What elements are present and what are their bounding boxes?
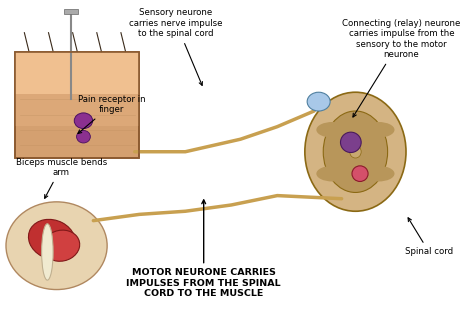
Ellipse shape (307, 92, 330, 111)
Ellipse shape (316, 122, 348, 138)
Ellipse shape (6, 202, 107, 289)
Ellipse shape (74, 113, 92, 129)
Text: Biceps muscle bends
arm: Biceps muscle bends arm (16, 158, 107, 198)
Ellipse shape (340, 132, 361, 153)
Text: Spinal cord: Spinal cord (405, 218, 453, 257)
FancyBboxPatch shape (15, 52, 139, 94)
Ellipse shape (362, 122, 394, 138)
Text: MOTOR NEURONE CARRIES
IMPULSES FROM THE SPINAL
CORD TO THE MUSCLE: MOTOR NEURONE CARRIES IMPULSES FROM THE … (127, 200, 281, 298)
FancyBboxPatch shape (15, 94, 139, 126)
Ellipse shape (323, 111, 388, 192)
Ellipse shape (43, 230, 80, 261)
Text: Connecting (relay) neurone
carries impulse from the
sensory to the motor
neurone: Connecting (relay) neurone carries impul… (342, 19, 461, 117)
Ellipse shape (362, 166, 394, 181)
Ellipse shape (28, 219, 75, 259)
Ellipse shape (77, 131, 91, 143)
Text: Sensory neurone
carries nerve impulse
to the spinal cord: Sensory neurone carries nerve impulse to… (129, 9, 223, 85)
Ellipse shape (316, 166, 348, 181)
Ellipse shape (352, 166, 368, 181)
Text: Pain receptor in
finger: Pain receptor in finger (78, 95, 146, 133)
Ellipse shape (305, 92, 406, 211)
FancyBboxPatch shape (15, 52, 139, 158)
FancyBboxPatch shape (64, 9, 78, 14)
Ellipse shape (42, 224, 53, 280)
Ellipse shape (350, 145, 361, 158)
